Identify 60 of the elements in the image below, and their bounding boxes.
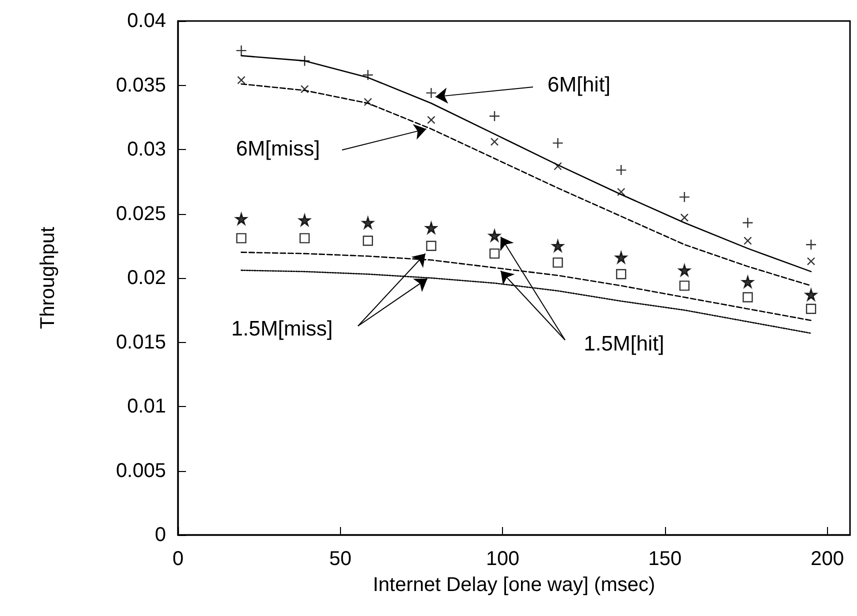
point	[490, 138, 499, 146]
annotation: 6M[miss]	[236, 138, 320, 160]
point	[678, 264, 691, 276]
point	[237, 76, 246, 84]
point	[298, 214, 311, 226]
y-axis-title: Throughput	[37, 226, 59, 330]
point	[364, 98, 372, 106]
point	[806, 304, 816, 314]
annotation: 6M[hit]	[547, 74, 611, 96]
point	[300, 233, 310, 244]
x-tick-label: 50	[329, 548, 352, 570]
point	[678, 191, 690, 203]
point	[680, 213, 689, 222]
point	[489, 248, 500, 259]
y-tick-label: 0.03	[127, 138, 166, 160]
point	[236, 44, 247, 56]
y-tick-label: 0.005	[116, 460, 166, 482]
point	[616, 164, 627, 176]
x-tick-label: 0	[172, 548, 184, 570]
annotation: 1.5M[hit]	[584, 332, 664, 356]
point	[362, 69, 374, 81]
point	[426, 87, 437, 99]
point	[362, 236, 374, 246]
point	[616, 188, 626, 196]
annotation: 1.5M[miss]	[231, 318, 333, 340]
x-tick-label: 100	[486, 548, 520, 570]
point	[616, 269, 626, 280]
point	[236, 233, 246, 244]
point	[804, 288, 818, 301]
point	[554, 162, 562, 170]
point	[488, 229, 501, 242]
point	[742, 217, 754, 228]
point	[235, 212, 248, 225]
point	[615, 251, 628, 264]
y-tick-label: 0.035	[116, 74, 166, 96]
point	[300, 84, 309, 94]
y-tick-label: 0.015	[116, 331, 166, 354]
point	[742, 276, 754, 288]
point	[552, 240, 564, 252]
y-tick-label: 0.04	[127, 10, 166, 32]
y-tick-label: 0.025	[116, 202, 166, 225]
point	[552, 257, 563, 268]
y-tick-label: 0	[154, 524, 166, 546]
point	[362, 216, 374, 229]
point	[427, 116, 436, 124]
point	[805, 238, 817, 250]
x-axis-title: Internet Delay [one way] (msec)	[372, 574, 656, 596]
x-tick-label: 150	[648, 548, 682, 570]
point	[299, 55, 310, 66]
point	[806, 257, 816, 266]
y-tick-label: 0.01	[127, 396, 166, 418]
y-tick-label: 0.02	[127, 267, 166, 289]
point	[426, 240, 436, 251]
point	[425, 222, 438, 234]
point	[742, 292, 753, 302]
x-tick-label: 200	[810, 548, 844, 570]
point	[488, 110, 500, 122]
point	[744, 236, 752, 245]
point	[679, 280, 690, 291]
point	[552, 137, 564, 149]
